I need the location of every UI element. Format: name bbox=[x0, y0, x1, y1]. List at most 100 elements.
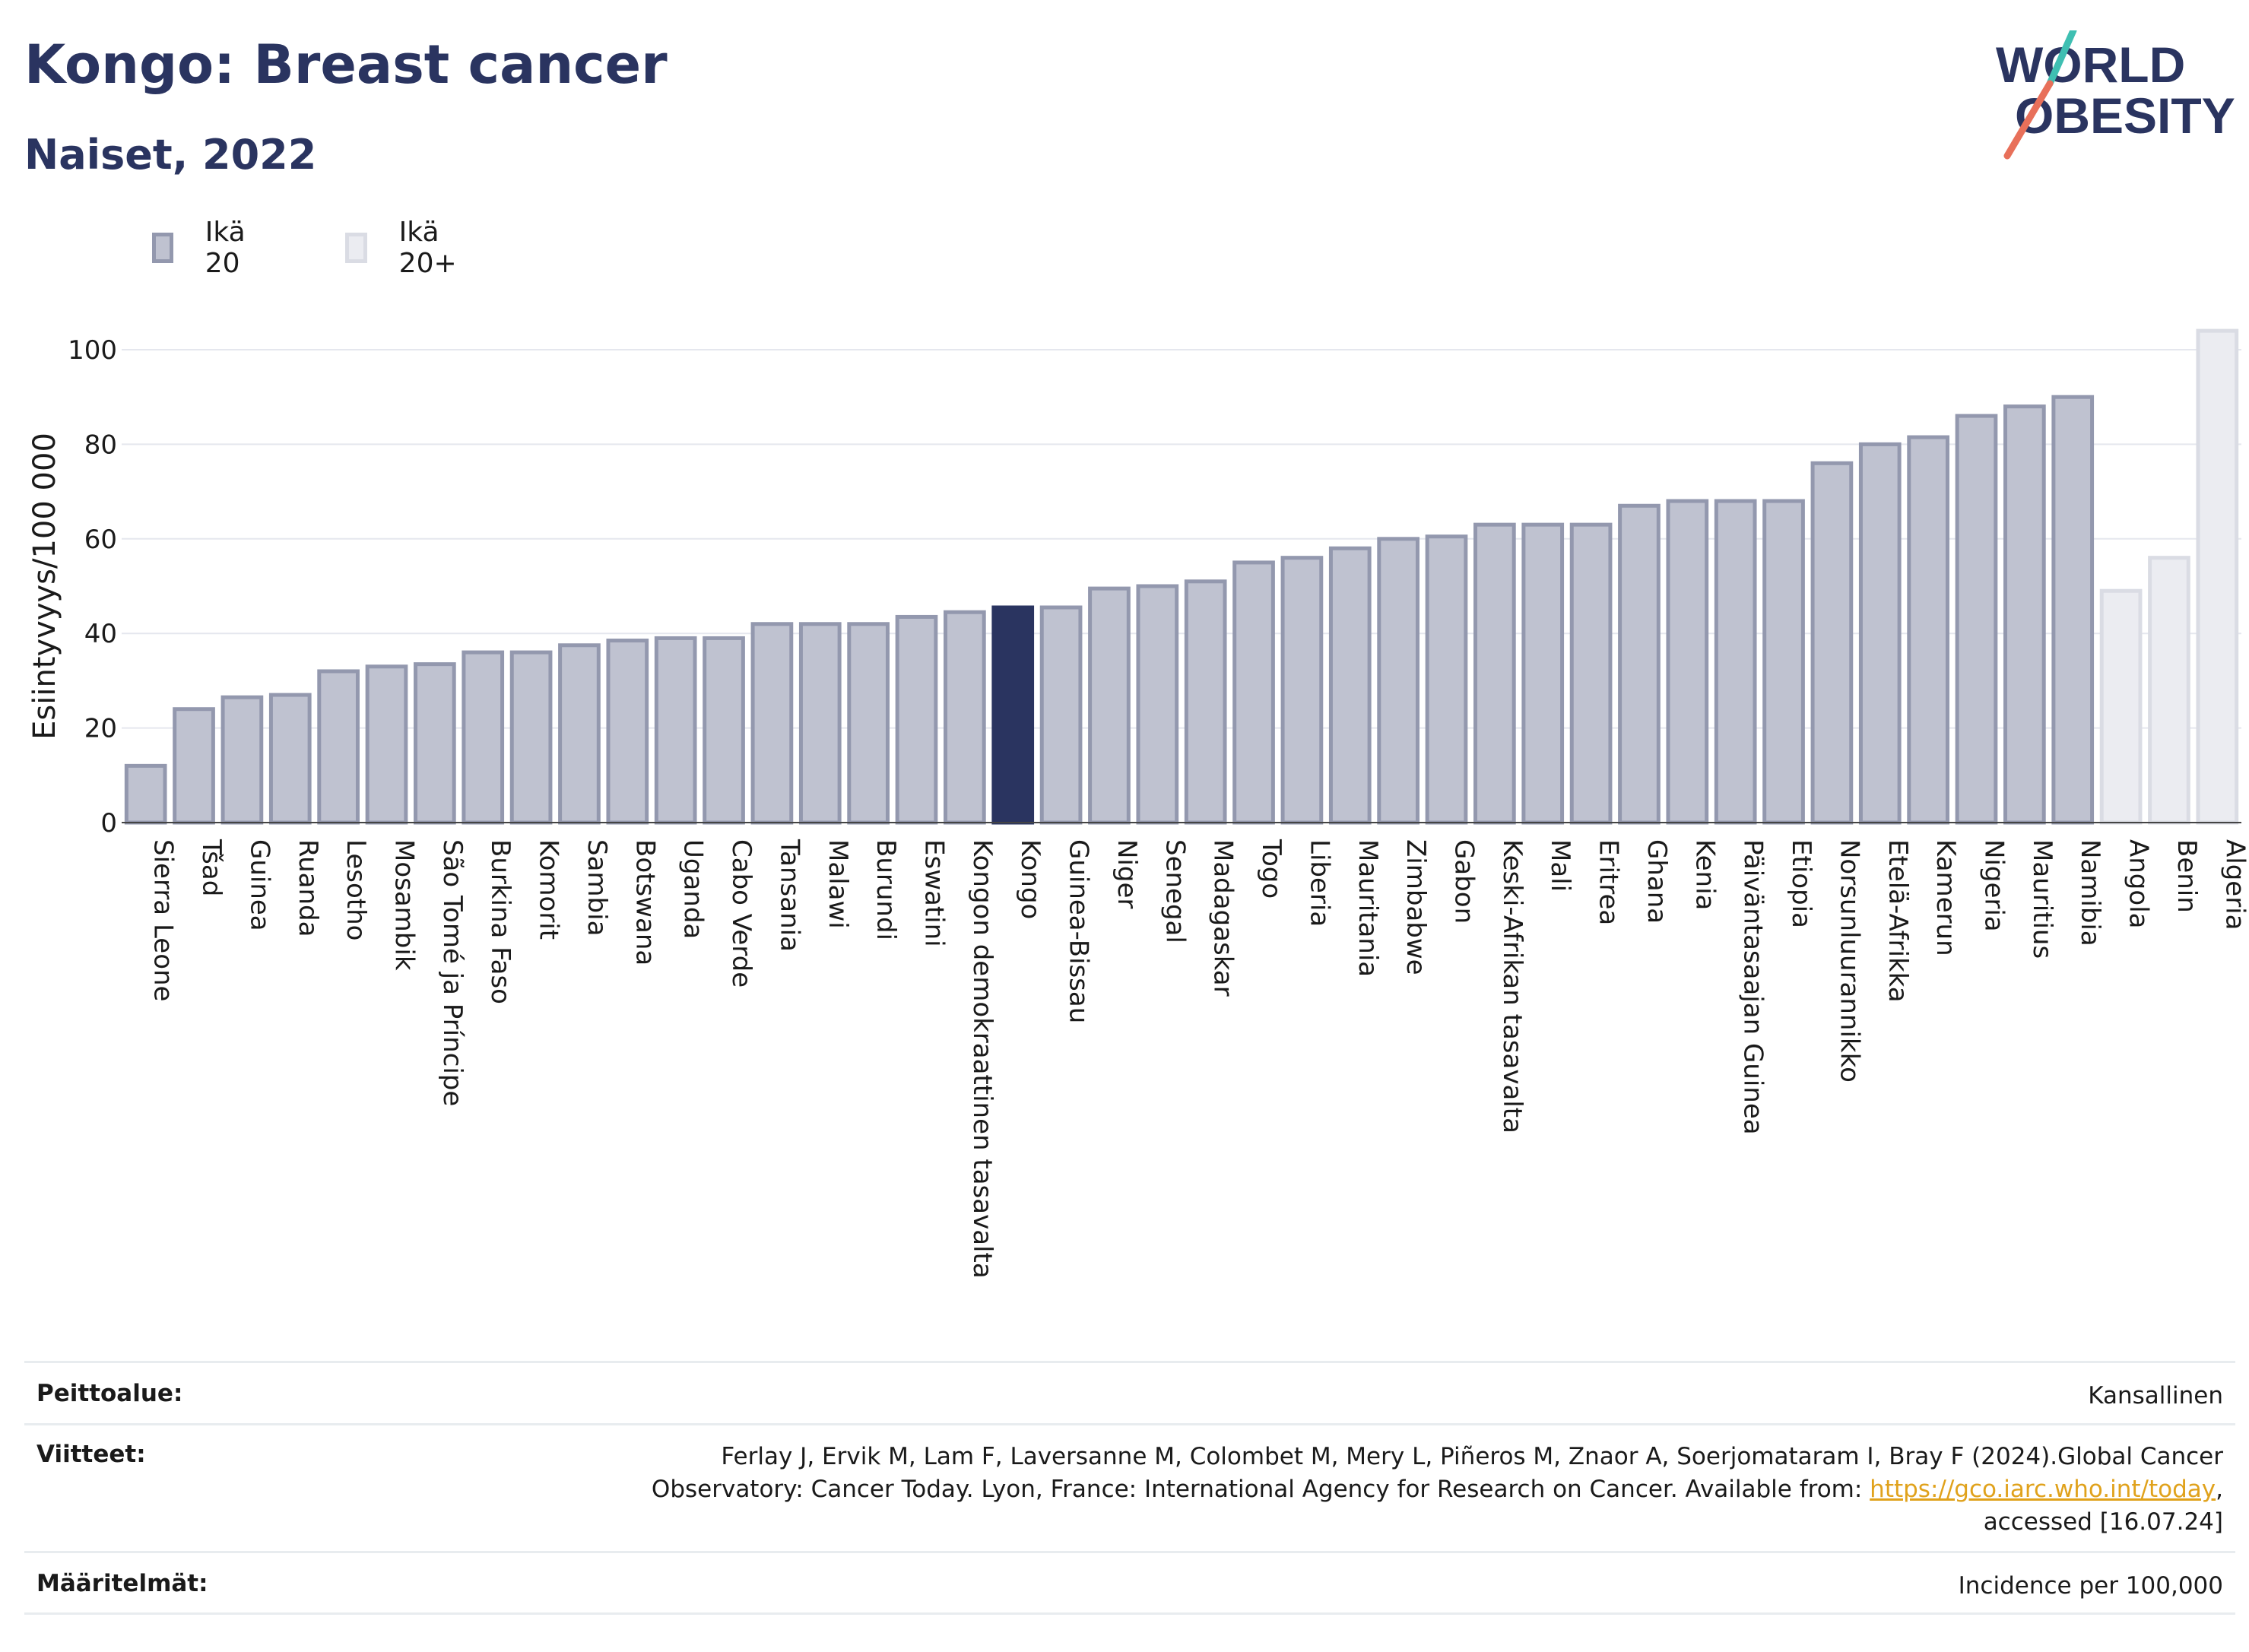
bar[interactable] bbox=[2196, 328, 2239, 825]
x-tick-label: Guinea bbox=[244, 839, 274, 931]
x-tick-label: Benin bbox=[2171, 839, 2202, 913]
bar[interactable] bbox=[2099, 588, 2143, 825]
bar[interactable] bbox=[1377, 537, 1420, 825]
x-tick-label: Burundi bbox=[871, 839, 901, 940]
bar[interactable] bbox=[2051, 395, 2095, 825]
y-tick-label: 80 bbox=[84, 430, 117, 460]
bar[interactable] bbox=[1858, 442, 1902, 825]
legend-swatch-age20plus bbox=[345, 233, 367, 263]
bar[interactable] bbox=[1328, 546, 1372, 825]
x-tick-label: Etelä-Afrikka bbox=[1883, 839, 1913, 1003]
logo-slash-teal bbox=[2046, 30, 2077, 87]
page-subtitle: Naiset, 2022 bbox=[24, 131, 317, 179]
references-value: Ferlay J, Ervik M, Lam F, Laversanne M, … bbox=[652, 1441, 2223, 1539]
bar[interactable] bbox=[1955, 414, 1998, 825]
bar[interactable] bbox=[462, 650, 505, 825]
bar[interactable] bbox=[1184, 579, 1227, 825]
bar[interactable] bbox=[606, 639, 649, 825]
x-tick-label: Madagaskar bbox=[1208, 839, 1239, 997]
x-tick-label: Tšad bbox=[196, 839, 227, 896]
bar[interactable] bbox=[703, 636, 745, 825]
x-tick-label: Keski-Afrikan tasavalta bbox=[1497, 839, 1527, 1134]
x-tick-label: Eritrea bbox=[1594, 839, 1624, 925]
x-tick-label: Angola bbox=[2124, 839, 2154, 928]
x-tick-label: Sambia bbox=[582, 839, 612, 936]
bar[interactable] bbox=[1232, 560, 1275, 825]
references-line-2-text: Observatory: Cancer Today. Lyon, France:… bbox=[651, 1476, 1870, 1503]
bar[interactable] bbox=[1569, 522, 1613, 825]
bar[interactable] bbox=[220, 695, 264, 825]
references-link[interactable]: https://gco.iarc.who.int/today bbox=[1870, 1476, 2216, 1503]
logo-slash-coral bbox=[2003, 80, 2054, 160]
bar[interactable] bbox=[1810, 461, 1854, 825]
bar[interactable] bbox=[317, 669, 360, 825]
references-line-1: Ferlay J, Ervik M, Lam F, Laversanne M, … bbox=[721, 1443, 2223, 1470]
x-tick-label: Tansania bbox=[774, 839, 804, 952]
x-tick-label: Eswatini bbox=[919, 839, 950, 947]
y-tick-label: 60 bbox=[84, 525, 117, 555]
x-tick-label: Sierra Leone bbox=[148, 839, 179, 1001]
coverage-label: Peittoalue: bbox=[36, 1380, 183, 1407]
bar[interactable] bbox=[1088, 586, 1131, 825]
x-tick-label: Cabo Verde bbox=[726, 839, 757, 988]
bar[interactable] bbox=[654, 636, 697, 825]
bar[interactable] bbox=[414, 662, 456, 825]
x-tick-label: Etiopia bbox=[1786, 839, 1816, 928]
x-tick-label: Mali bbox=[1545, 839, 1575, 892]
bar[interactable] bbox=[365, 664, 408, 825]
legend-swatch-age20 bbox=[152, 233, 173, 263]
x-tick-label: Komorit bbox=[534, 839, 564, 940]
x-tick-label: Liberia bbox=[1304, 839, 1334, 927]
logo-text-world: WORLD bbox=[1996, 36, 2185, 93]
bar[interactable] bbox=[268, 693, 312, 825]
bar[interactable] bbox=[2003, 404, 2046, 825]
bar[interactable] bbox=[798, 622, 842, 825]
bar[interactable] bbox=[124, 763, 167, 825]
y-tick-label: 0 bbox=[100, 808, 117, 839]
y-tick-label: 20 bbox=[84, 714, 117, 744]
bar[interactable] bbox=[1280, 556, 1324, 825]
bar[interactable] bbox=[895, 614, 938, 825]
bar[interactable] bbox=[1714, 499, 1757, 825]
x-tick-label: Päiväntasaajan Guinea bbox=[1738, 839, 1768, 1135]
x-tick-label: São Tomé ja Príncipe bbox=[437, 839, 468, 1106]
y-axis-title: Esiintyvyys/100 000 bbox=[27, 433, 62, 740]
bar[interactable] bbox=[1521, 522, 1565, 825]
x-tick-label: Norsunluurannikko bbox=[1834, 839, 1864, 1083]
x-tick-label: Mosambik bbox=[389, 839, 420, 971]
footer-row-definitions: Määritelmät: Incidence per 100,000 bbox=[24, 1551, 2235, 1615]
x-tick-label: Ruanda bbox=[293, 839, 323, 937]
bar[interactable] bbox=[1136, 584, 1179, 825]
x-tick-label: Senegal bbox=[1159, 839, 1190, 943]
bar[interactable] bbox=[173, 707, 215, 825]
bar[interactable] bbox=[847, 622, 890, 825]
x-tick-label: Mauritius bbox=[2027, 839, 2057, 959]
bar[interactable] bbox=[750, 622, 794, 825]
bar[interactable] bbox=[991, 605, 1035, 825]
legend-item-age20plus[interactable]: Ikä 20+ bbox=[345, 217, 465, 279]
references-line-2: Observatory: Cancer Today. Lyon, France:… bbox=[652, 1473, 2223, 1506]
bar[interactable] bbox=[1907, 435, 1949, 825]
page-title: Kongo: Breast cancer bbox=[24, 33, 668, 96]
bar[interactable] bbox=[944, 610, 986, 825]
bar[interactable] bbox=[1618, 503, 1661, 825]
legend-item-age20[interactable]: Ikä 20 bbox=[152, 217, 255, 279]
bar[interactable] bbox=[2148, 556, 2190, 825]
bar[interactable] bbox=[1762, 499, 1805, 825]
x-tick-label: Gabon bbox=[1449, 839, 1480, 924]
bar[interactable] bbox=[1473, 522, 1516, 825]
x-tick-label: Kongo bbox=[1015, 839, 1045, 919]
bar[interactable] bbox=[558, 643, 601, 825]
x-tick-label: Malawi bbox=[823, 839, 853, 929]
footer-row-references: Viitteet: Ferlay J, Ervik M, Lam F, Lave… bbox=[24, 1423, 2235, 1551]
coverage-value: Kansallinen bbox=[2088, 1382, 2223, 1409]
legend-label-age20plus: Ikä 20+ bbox=[398, 217, 457, 279]
footer-row-coverage: Peittoalue: Kansallinen bbox=[24, 1361, 2235, 1423]
x-tick-label: Kongon demokraattinen tasavalta bbox=[967, 839, 998, 1279]
x-tick-label: Botswana bbox=[630, 839, 660, 966]
bar[interactable] bbox=[1039, 605, 1083, 825]
bar[interactable] bbox=[1425, 534, 1468, 825]
bar[interactable] bbox=[509, 650, 553, 825]
x-tick-label: Kamerun bbox=[1930, 839, 1961, 956]
bar[interactable] bbox=[1666, 499, 1709, 825]
